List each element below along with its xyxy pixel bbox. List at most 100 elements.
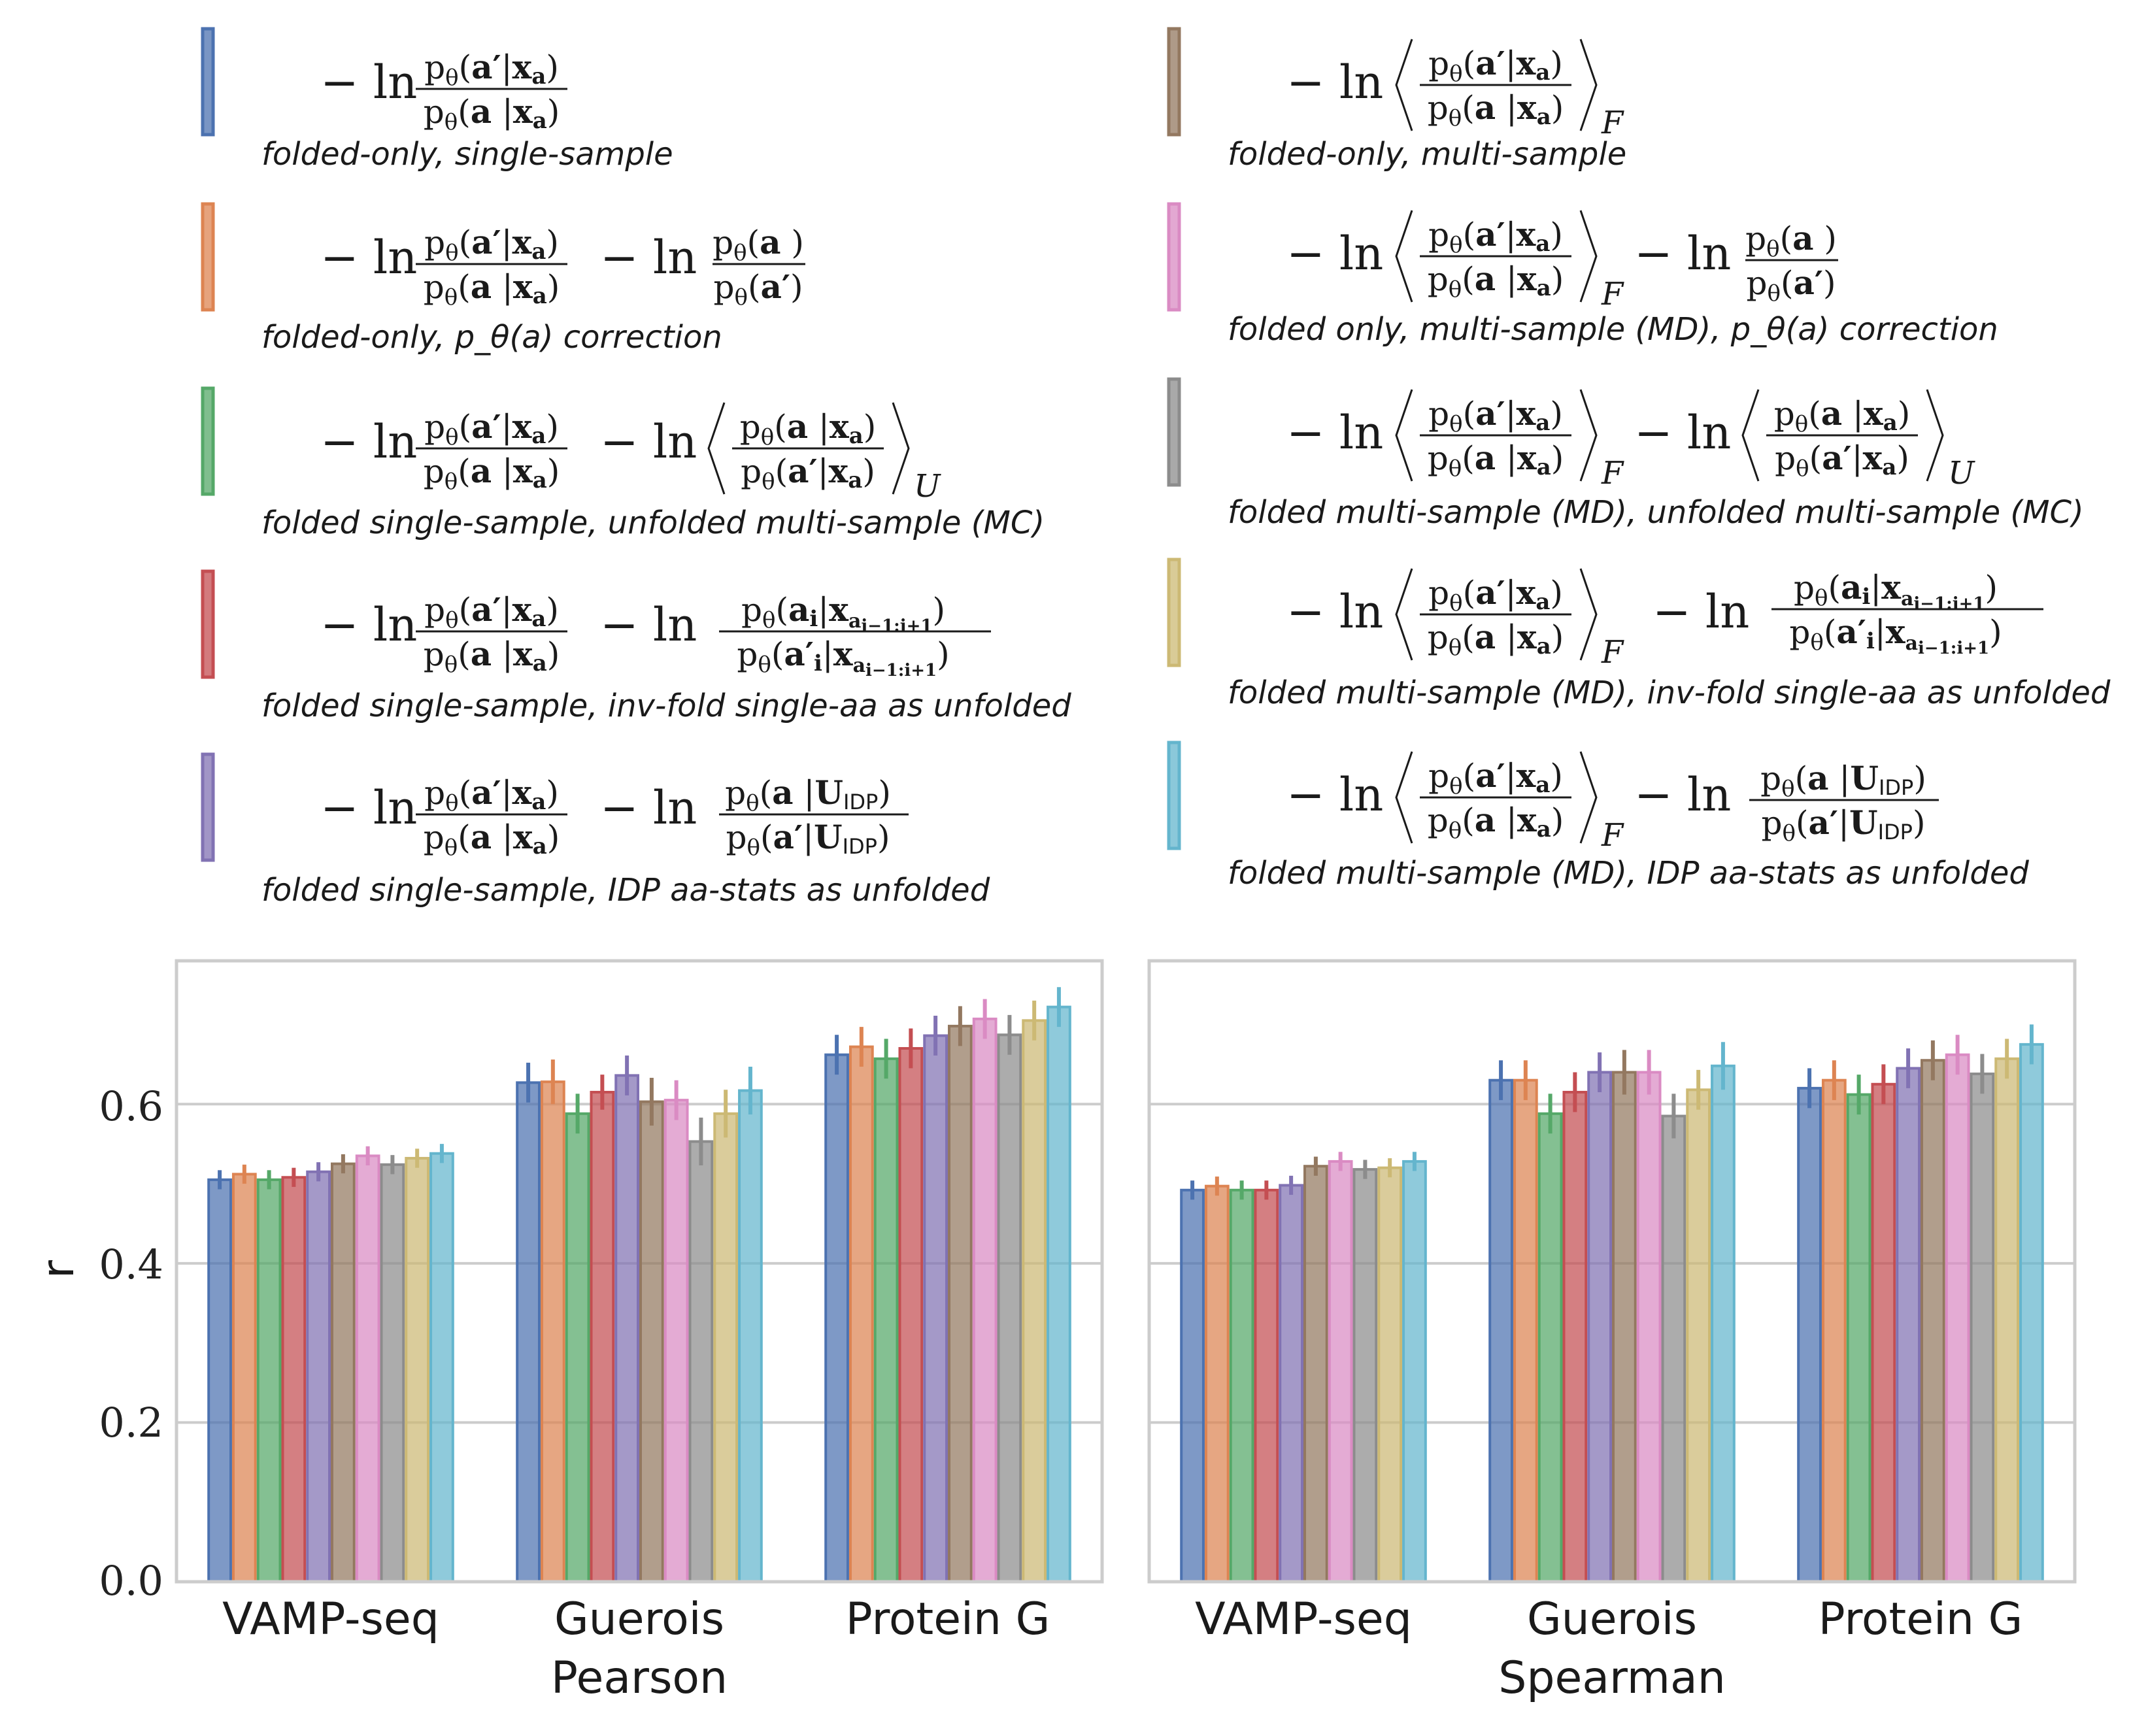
- bar-pearson-protein-g-series-10: [1047, 1005, 1071, 1583]
- legend-entry-8: − ln pθ(a′|xa) pθ(a |xa) F − ln pθ(a |xa…: [1167, 377, 2084, 531]
- bar-spearman-protein-g-series-7: [1945, 1053, 1970, 1583]
- svg-text:− ln: − ln: [320, 598, 417, 652]
- bar-pearson-protein-g-series-8: [997, 1033, 1022, 1584]
- svg-text:− ln: − ln: [1634, 768, 1731, 822]
- svg-text:F: F: [1601, 455, 1624, 492]
- svg-text:pθ(a |UIDP): pθ(a |UIDP): [1760, 759, 1926, 802]
- bar-spearman-vamp-seq-series-1: [1180, 1188, 1205, 1584]
- bar-spearman-guerois-series-2: [1513, 1078, 1538, 1583]
- legend-swatch-1: [201, 27, 215, 137]
- bar-spearman-guerois-series-8: [1661, 1114, 1686, 1583]
- svg-text:pθ(a′): pθ(a′): [713, 267, 803, 310]
- bar-spearman-guerois-series-7: [1636, 1071, 1662, 1583]
- svg-text:pθ(a′|xa): pθ(a′|xa): [424, 407, 559, 450]
- y-tick-label-1: 0.2: [99, 1399, 163, 1446]
- bar-spearman-protein-g-series-5: [1896, 1067, 1921, 1583]
- bar-pearson-vamp-seq-series-4: [281, 1176, 307, 1584]
- category-label-spearman-3: Protein G: [1819, 1594, 2023, 1645]
- svg-text:− ln: − ln: [320, 231, 417, 284]
- svg-text:pθ(a |UIDP): pθ(a |UIDP): [725, 773, 891, 816]
- svg-text:− ln: − ln: [600, 415, 697, 469]
- bar-pearson-vamp-seq-series-1: [207, 1178, 232, 1583]
- category-label-spearman-1: VAMP-seq: [1195, 1594, 1412, 1645]
- svg-text:− ln: − ln: [1286, 227, 1383, 280]
- legend-desc-4: folded single-sample, inv-fold single-aa…: [261, 688, 1071, 724]
- svg-text:− ln: − ln: [1634, 227, 1731, 280]
- bar-pearson-guerois-series-6: [639, 1100, 664, 1583]
- legend-swatch-9: [1167, 558, 1181, 667]
- svg-text:− ln: − ln: [1286, 585, 1383, 639]
- svg-text:pθ(a′i|xai−1:i+1): pθ(a′i|xai−1:i+1): [737, 635, 949, 680]
- legend-entry-4: − ln pθ(a′|xa) pθ(a |xa) − ln pθ(ai|xai−…: [201, 569, 1071, 724]
- svg-text:pθ(ai|xai−1:i+1): pθ(ai|xai−1:i+1): [1794, 568, 1998, 614]
- bar-spearman-vamp-seq-series-10: [1402, 1160, 1427, 1583]
- svg-text:− ln: − ln: [1286, 406, 1383, 459]
- category-label-spearman-2: Guerois: [1527, 1594, 1697, 1645]
- svg-text:pθ(a′|UIDP): pθ(a′|UIDP): [1762, 803, 1926, 846]
- bar-pearson-guerois-series-8: [688, 1140, 714, 1583]
- legend-desc-8: folded multi-sample (MD), unfolded multi…: [1228, 494, 2084, 531]
- bar-pearson-guerois-series-7: [663, 1099, 689, 1583]
- bar-pearson-guerois-series-4: [590, 1090, 615, 1583]
- bar-pearson-protein-g-series-4: [898, 1046, 924, 1583]
- bar-spearman-guerois-series-5: [1587, 1071, 1612, 1583]
- svg-text:pθ(a′): pθ(a′): [1746, 263, 1836, 307]
- svg-text:F: F: [1601, 634, 1624, 671]
- svg-text:pθ(a |xa): pθ(a |xa): [424, 818, 560, 861]
- svg-text:pθ(a′|xa): pθ(a′|xa): [424, 590, 559, 633]
- legend-desc-9: folded multi-sample (MD), inv-fold singl…: [1228, 675, 2111, 711]
- bar-pearson-vamp-seq-series-6: [331, 1162, 356, 1583]
- svg-text:pθ(a |xa): pθ(a |xa): [424, 267, 560, 310]
- svg-text:pθ(a′|UIDP): pθ(a′|UIDP): [726, 818, 890, 861]
- bar-spearman-guerois-series-4: [1562, 1090, 1588, 1583]
- legend-entry-1: − ln pθ(a′|xa) pθ(a |xa) folded-only, si…: [201, 27, 673, 173]
- category-label-pearson-3: Protein G: [846, 1594, 1050, 1645]
- bar-pearson-vamp-seq-series-10: [429, 1152, 454, 1583]
- svg-text:− ln: − ln: [600, 781, 697, 835]
- svg-text:pθ(a′|xa): pθ(a′|xa): [1428, 573, 1563, 616]
- svg-text:pθ(ai|xai−1:i+1): pθ(ai|xai−1:i+1): [741, 590, 945, 636]
- legend-entry-10: − ln pθ(a′|xa) pθ(a |xa) F − ln pθ(a |UI…: [1167, 741, 2029, 892]
- legend-desc-2: folded-only, p_θ(a) correction: [261, 319, 722, 356]
- bar-pearson-guerois-series-9: [713, 1112, 739, 1584]
- svg-text:F: F: [1601, 105, 1624, 141]
- bars-spearman: [1180, 1024, 2044, 1584]
- plot-frame-spearman: [1147, 959, 2077, 1584]
- y-tick-labels: 0.0 0.2 0.4 0.6: [99, 1082, 163, 1605]
- x-axis-label-spearman: Spearman: [1498, 1652, 1726, 1704]
- panel-spearman: VAMP-seq Guerois Protein G Spearman: [1147, 959, 2077, 1704]
- bar-pearson-protein-g-series-2: [848, 1045, 874, 1583]
- legend: − ln pθ(a′|xa) pθ(a |xa) folded-only, si…: [201, 27, 2111, 909]
- svg-text:F: F: [1601, 817, 1624, 854]
- category-label-pearson-2: Guerois: [554, 1594, 724, 1645]
- svg-text:pθ(a′|xa): pθ(a′|xa): [741, 452, 875, 495]
- legend-desc-6: folded-only, multi-sample: [1228, 136, 1626, 173]
- bar-spearman-vamp-seq-series-3: [1229, 1188, 1254, 1584]
- legend-desc-7: folded only, multi-sample (MD), p_θ(a) c…: [1228, 311, 1998, 348]
- legend-entry-2: − ln pθ(a′|xa) pθ(a |xa) − ln pθ(a ) pθ(…: [201, 202, 805, 356]
- legend-swatch-8: [1167, 377, 1181, 487]
- legend-swatch-2: [201, 202, 215, 312]
- legend-entry-9: − ln pθ(a′|xa) pθ(a |xa) F − ln pθ(ai|xa…: [1167, 558, 2111, 711]
- svg-text:− ln: − ln: [320, 415, 417, 469]
- bar-spearman-protein-g-series-6: [1921, 1059, 1945, 1583]
- bar-pearson-guerois-series-3: [565, 1112, 590, 1584]
- svg-text:pθ(a |xa): pθ(a |xa): [1428, 801, 1564, 844]
- svg-text:pθ(a |xa): pθ(a |xa): [1428, 259, 1564, 303]
- legend-desc-1: folded-only, single-sample: [261, 136, 673, 173]
- bar-spearman-protein-g-series-4: [1871, 1082, 1896, 1584]
- y-tick-label-0: 0.0: [99, 1557, 163, 1605]
- plot-frame-pearson: [175, 959, 1104, 1584]
- bar-pearson-guerois-series-2: [540, 1080, 565, 1583]
- svg-text:pθ(a′|xa): pθ(a′|xa): [1775, 439, 1909, 482]
- svg-text:pθ(a |xa): pθ(a |xa): [424, 452, 560, 495]
- bar-pearson-protein-g-series-7: [972, 1017, 998, 1583]
- bar-spearman-protein-g-series-2: [1821, 1078, 1847, 1583]
- legend-swatch-3: [201, 386, 215, 496]
- bar-pearson-guerois-series-5: [614, 1074, 639, 1583]
- svg-text:pθ(a ): pθ(a ): [713, 223, 804, 266]
- svg-text:pθ(a |xa): pθ(a |xa): [1428, 88, 1564, 131]
- svg-text:− ln: − ln: [1286, 768, 1383, 822]
- bar-spearman-vamp-seq-series-8: [1352, 1168, 1378, 1583]
